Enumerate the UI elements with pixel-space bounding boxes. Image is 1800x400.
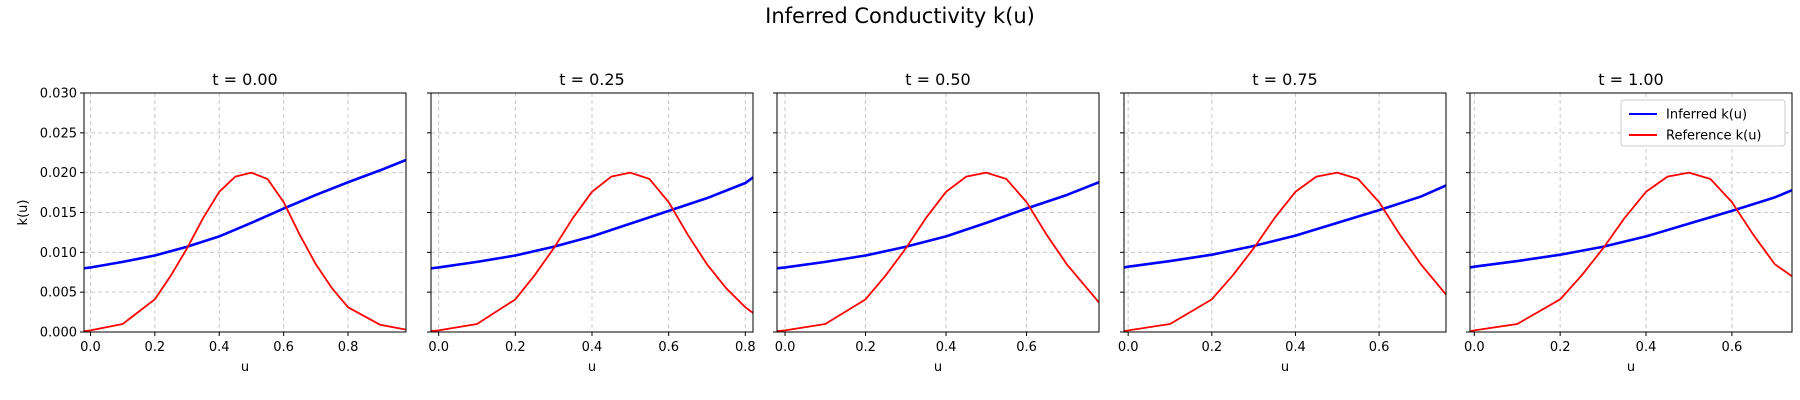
y-tick-label: 0.000: [40, 326, 77, 341]
series-line-inferred: [431, 176, 753, 270]
x-tick-label: 0.0: [1464, 340, 1485, 355]
x-tick-label: 0.2: [1550, 340, 1571, 355]
subplot-title: t = 0.50: [905, 70, 970, 89]
x-tick-label: 0.6: [658, 340, 679, 355]
x-tick-label: 0.8: [735, 340, 756, 355]
x-axis-label: u: [1281, 360, 1289, 375]
figure-title: Inferred Conductivity k(u): [765, 4, 1035, 28]
legend-label: Reference k(u): [1666, 129, 1762, 144]
legend: Inferred k(u) Reference k(u): [1620, 99, 1786, 147]
legend-box: [1620, 99, 1786, 147]
series-line-inferred: [1470, 188, 1792, 269]
subplot-title: t = 0.25: [559, 70, 624, 89]
series-line-reference: [84, 171, 406, 332]
series-line-reference: [1470, 171, 1792, 332]
subplot-title: t = 0.00: [212, 70, 277, 89]
y-tick-label: 0.025: [40, 126, 77, 141]
x-tick-label: 0.8: [338, 340, 359, 355]
x-tick-label: 0.2: [505, 340, 526, 355]
axes-frame: [1123, 92, 1447, 333]
y-tick-label: 0.020: [40, 166, 77, 181]
x-tick-label: 0.0: [1118, 340, 1139, 355]
subplot-5: 0.0 0.2 0.4 0.6 t = 1.00 u Inferred k(u) Refere…: [1464, 70, 1793, 375]
series-line-inferred: [84, 158, 406, 270]
x-tick-label: 0.2: [855, 340, 876, 355]
x-tick-label: 0.2: [1201, 340, 1222, 355]
x-tick-label: 0.4: [582, 340, 603, 355]
x-tick-label: 0.0: [80, 340, 101, 355]
x-tick-label: 0.2: [144, 340, 165, 355]
axes-frame: [1469, 92, 1793, 333]
subplot-1: 0.000 0.005 0.010 0.015 0.020 0.025 0.030 0.0 0.…: [16, 70, 407, 375]
series-line-reference: [777, 171, 1099, 332]
x-tick-label: 0.0: [428, 340, 449, 355]
axes-frame: [83, 92, 407, 333]
subplot-title: t = 1.00: [1598, 70, 1663, 89]
y-tick-label: 0.015: [40, 206, 77, 221]
x-tick-label: 0.6: [1369, 340, 1390, 355]
x-tick-label: 0.4: [209, 340, 230, 355]
y-axis-label: k(u): [16, 200, 31, 226]
x-axis-label: u: [934, 360, 942, 375]
series-line-inferred: [1124, 184, 1446, 269]
x-tick-label: 0.4: [1636, 340, 1657, 355]
subplot-4: 0.0 0.2 0.4 0.6 t = 0.75 u: [1118, 70, 1447, 375]
y-tick-label: 0.030: [40, 87, 77, 102]
series-line-inferred: [777, 180, 1099, 270]
series-line-reference: [431, 171, 753, 332]
x-axis-label: u: [241, 360, 249, 375]
x-tick-label: 0.4: [936, 340, 957, 355]
axes-frame: [430, 92, 754, 333]
x-axis-label: u: [588, 360, 596, 375]
x-axis-label: u: [1627, 360, 1635, 375]
y-tick-label: 0.005: [40, 286, 77, 301]
x-tick-label: 0.6: [1722, 340, 1743, 355]
subplot-title: t = 0.75: [1252, 70, 1317, 89]
x-tick-label: 0.0: [775, 340, 796, 355]
subplot-3: 0.0 0.2 0.4 0.6 t = 0.50 u: [773, 70, 1100, 375]
subplot-2: 0.0 0.2 0.4 0.6 0.8 t = 0.25 u: [427, 70, 756, 375]
y-tick-label: 0.010: [40, 246, 77, 261]
x-tick-label: 0.6: [273, 340, 294, 355]
axes-frame: [776, 92, 1100, 333]
series-line-reference: [1124, 171, 1446, 332]
legend-label: Inferred k(u): [1666, 108, 1747, 123]
x-tick-label: 0.4: [1285, 340, 1306, 355]
x-tick-label: 0.6: [1016, 340, 1037, 355]
